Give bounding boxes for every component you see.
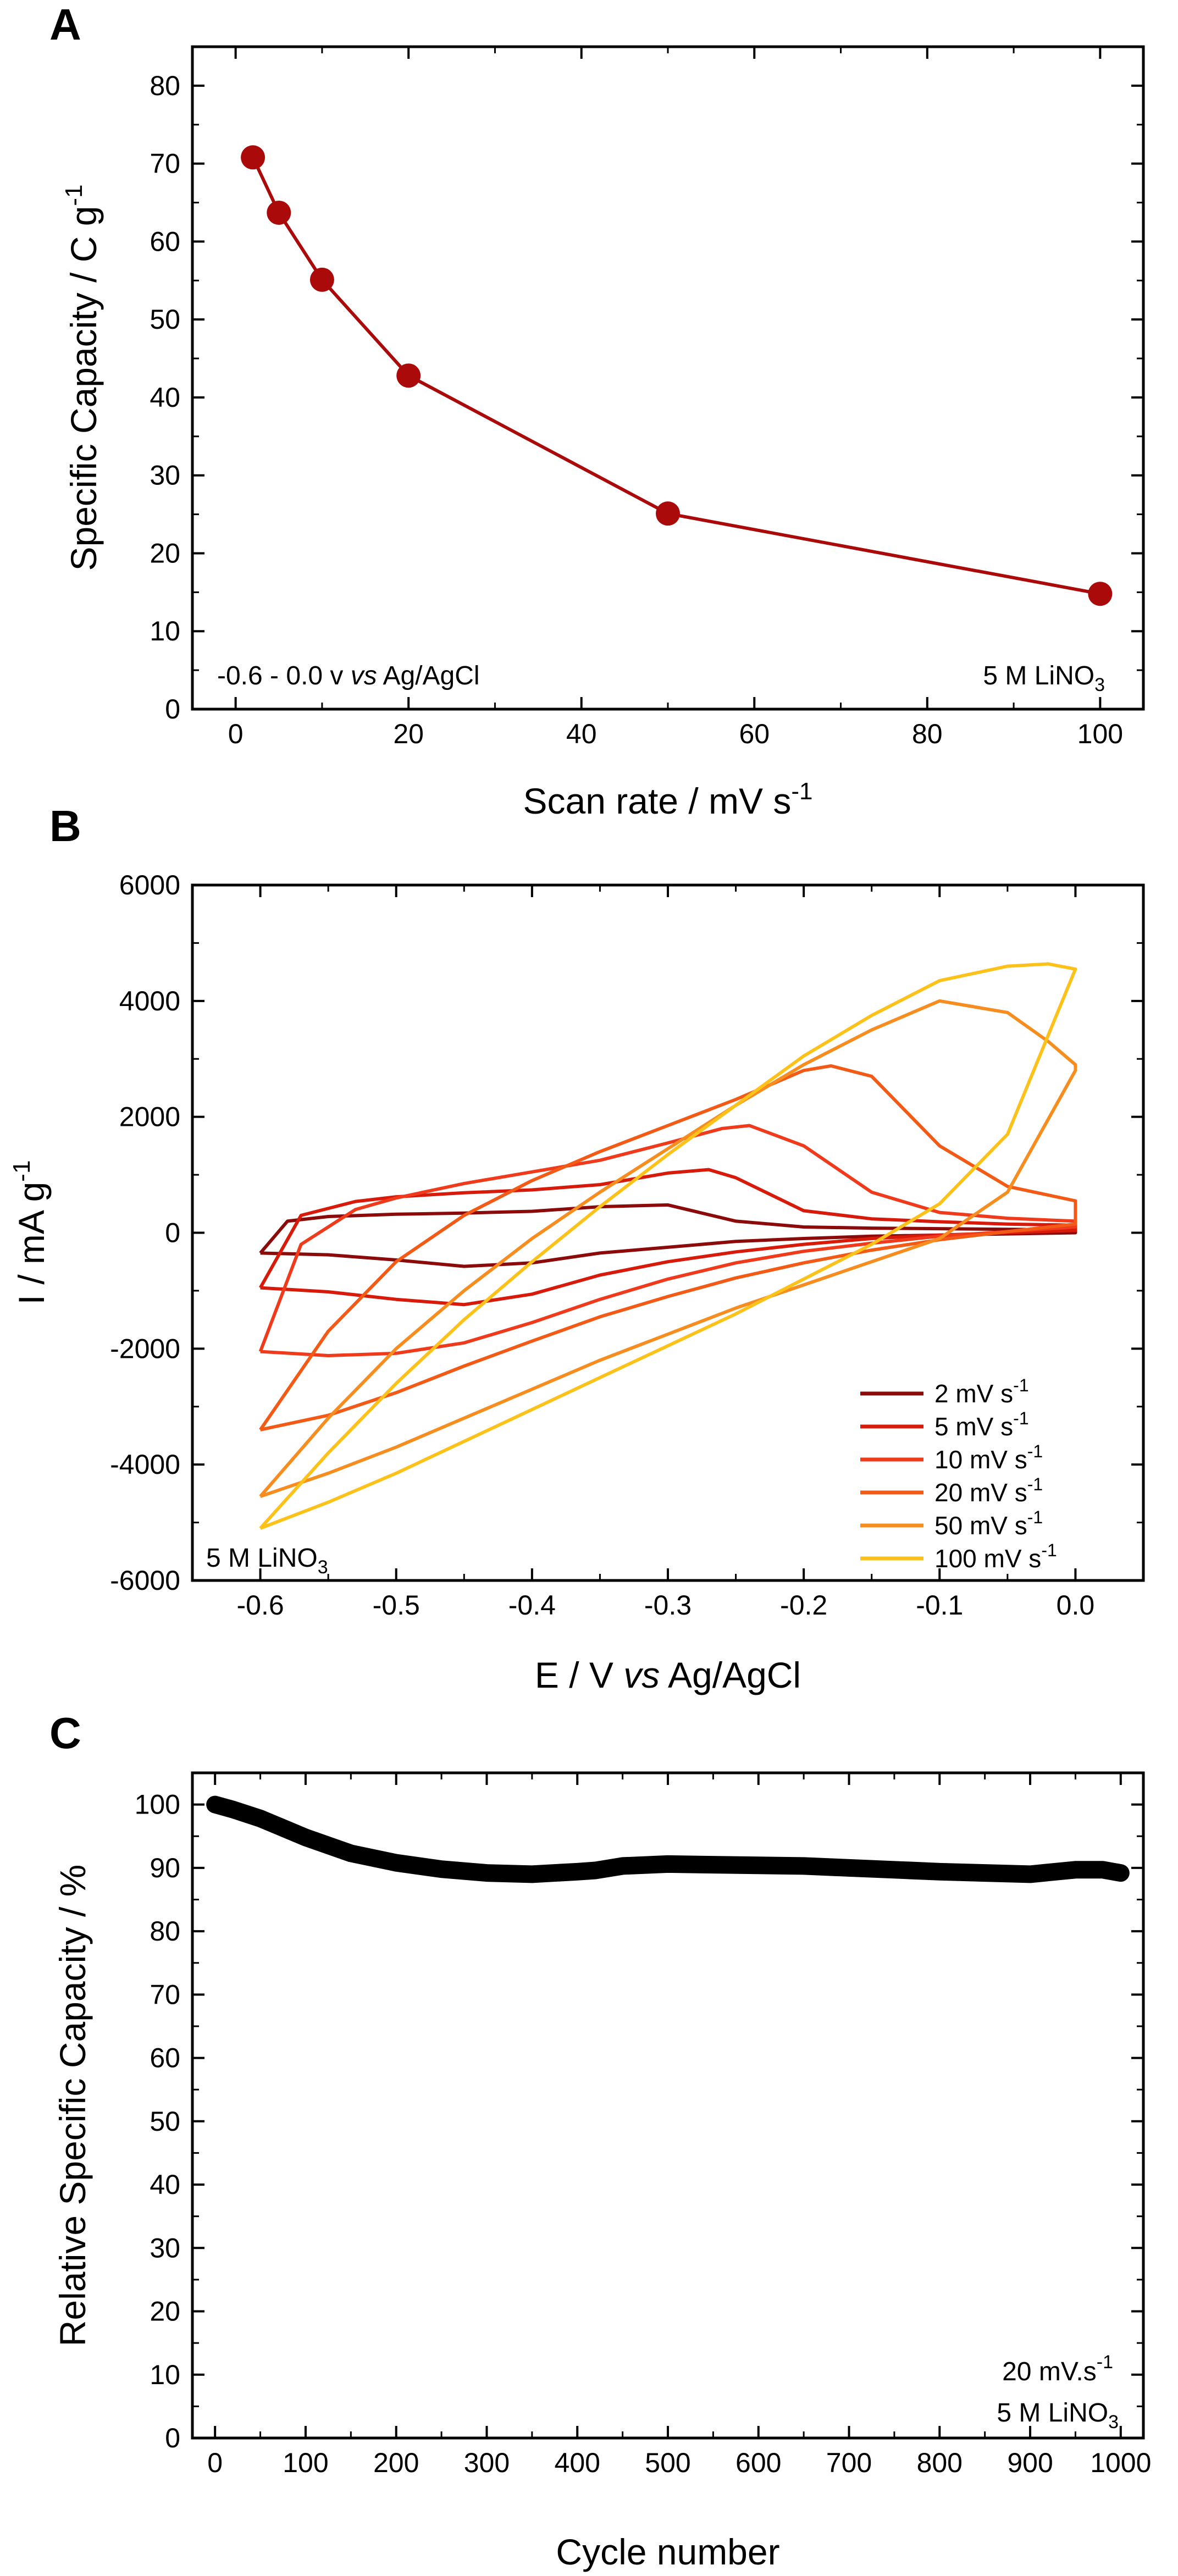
y-tick-label: 70 xyxy=(150,1979,180,2010)
x-tick-label: -0.6 xyxy=(236,1590,284,1621)
y-tick-label: 70 xyxy=(150,148,180,179)
y-tick-label: 2000 xyxy=(119,1102,180,1132)
x-tick-label: 100 xyxy=(283,2447,328,2478)
legend-label-3: 20 mV s-1 xyxy=(934,1474,1043,1507)
panel-c-scan-rate: 20 mV.s-1 xyxy=(1002,2352,1113,2386)
panel-a-data-point xyxy=(309,267,334,292)
legend-label-1: 5 mV s-1 xyxy=(934,1408,1029,1441)
panel-b-ticks: -0.6 -0.5 -0.4 -0.3 -0.2 -0.1 0.0 -6000 -4000 -20… xyxy=(110,870,1143,1621)
x-tick-label: 0 xyxy=(207,2447,223,2478)
x-tick-label: 200 xyxy=(373,2447,419,2478)
panel-b-legend: 2 mV s-15 mV s-110 mV s-120 mV s-150 mV … xyxy=(860,1375,1057,1573)
panel-a-electrolyte: 5 M LiNO3 xyxy=(983,661,1105,695)
y-tick-label: 20 xyxy=(150,2296,180,2327)
y-tick-label: 30 xyxy=(150,2232,180,2263)
x-tick-label: 300 xyxy=(464,2447,510,2478)
y-tick-label: 100 xyxy=(135,1789,180,1820)
x-tick-label: 20 xyxy=(393,718,424,749)
x-tick-label: -0.5 xyxy=(373,1590,420,1621)
x-tick-label: 900 xyxy=(1007,2447,1053,2478)
panel-a-y-axis-label: Specific Capacity / C g-1 xyxy=(60,184,104,571)
panel-a-data-point xyxy=(656,501,680,526)
panel-c-y-axis-label: Relative Specific Capacity / % xyxy=(52,1865,93,2347)
y-tick-label: 0 xyxy=(165,694,180,725)
panel-b: B -0.6 -0.5 -0.4 -0.3 -0.2 -0.1 0.0-6000-4000-… xyxy=(8,801,1145,1695)
panel-b-cv-curve-4 xyxy=(259,999,1077,1498)
panel-c-series xyxy=(206,1795,1130,1883)
y-tick-label: 20 xyxy=(150,538,180,568)
y-tick-label: 80 xyxy=(150,1916,180,1947)
legend-label-5: 100 mV s-1 xyxy=(934,1540,1057,1573)
x-tick-label: 700 xyxy=(826,2447,872,2478)
x-tick-label: 100 xyxy=(1077,718,1123,749)
x-tick-label: 400 xyxy=(555,2447,600,2478)
panel-a-plot-frame xyxy=(191,45,1145,711)
y-tick-label: 50 xyxy=(150,2106,180,2137)
y-tick-label: 80 xyxy=(150,70,180,101)
y-tick-label: 10 xyxy=(150,2359,180,2390)
panel-b-x-axis-label: E / V vs Ag/AgCl xyxy=(535,1655,801,1695)
y-tick-label: 40 xyxy=(150,382,180,413)
panel-c-ticks: 0 100 200 300 400 500 600 700 800 900 1000 0 10 20 30 4… xyxy=(135,1773,1151,2478)
panel-c-electrolyte: 5 M LiNO3 xyxy=(997,2398,1119,2433)
panel-b-cv-curve-1 xyxy=(258,1168,1077,1307)
panel-a-potential-window: -0.6 - 0.0 v vs Ag/AgCl xyxy=(217,661,480,690)
x-tick-label: 800 xyxy=(917,2447,963,2478)
panel-a-letter: A xyxy=(49,0,81,49)
panel-b-series xyxy=(258,962,1077,1530)
y-tick-label: 60 xyxy=(150,2043,180,2074)
y-tick-label: 10 xyxy=(150,616,180,646)
legend-label-4: 50 mV s-1 xyxy=(934,1507,1043,1540)
panel-a-series-line xyxy=(251,157,1100,596)
panel-a-data-point xyxy=(267,200,291,225)
panel-a-series xyxy=(241,145,1113,606)
x-tick-label: 40 xyxy=(566,718,597,749)
y-tick-label: -2000 xyxy=(110,1333,180,1364)
panel-b-cv-curve-2 xyxy=(258,1124,1077,1357)
panel-c-capacity-retention-line xyxy=(206,1795,1130,1883)
x-tick-label: -0.3 xyxy=(644,1590,692,1621)
x-tick-label: -0.2 xyxy=(780,1590,827,1621)
panel-b-y-axis-label: I / mA g-1 xyxy=(8,1160,52,1305)
panel-a: A 0 20 40 60 80 100 0 10 20 30 40 50 60 70 80 -0.6 - 0… xyxy=(49,0,1145,821)
panel-c-x-axis-label: Cycle number xyxy=(556,2531,779,2572)
panel-a-data-point xyxy=(241,145,266,170)
legend-label-0: 2 mV s-1 xyxy=(934,1375,1029,1408)
legend-label-2: 10 mV s-1 xyxy=(934,1441,1043,1474)
panel-a-data-point xyxy=(1088,582,1113,606)
y-tick-label: 40 xyxy=(150,2169,180,2200)
x-tick-label: 600 xyxy=(735,2447,781,2478)
panel-a-x-axis-label: Scan rate / mV s-1 xyxy=(523,778,813,821)
panel-a-ticks: 0 20 40 60 80 100 0 10 20 30 40 50 60 70 80 xyxy=(150,47,1143,749)
x-tick-label: -0.4 xyxy=(508,1590,556,1621)
y-tick-label: -4000 xyxy=(110,1449,180,1480)
x-tick-label: 1000 xyxy=(1090,2447,1151,2478)
y-tick-label: 0 xyxy=(165,1218,180,1248)
panel-b-letter: B xyxy=(49,801,81,850)
panel-b-electrolyte: 5 M LiNO3 xyxy=(206,1544,328,1578)
panel-c-letter: C xyxy=(49,1709,81,1757)
panel-b-cv-curve-3 xyxy=(259,1064,1077,1431)
y-tick-label: 90 xyxy=(150,1853,180,1883)
y-tick-label: 60 xyxy=(150,226,180,257)
panel-a-data-point xyxy=(396,363,421,388)
x-tick-label: -0.1 xyxy=(916,1590,963,1621)
y-tick-label: 0 xyxy=(165,2423,180,2453)
x-tick-label: 60 xyxy=(739,718,770,749)
x-tick-label: 80 xyxy=(912,718,943,749)
x-tick-label: 500 xyxy=(645,2447,690,2478)
y-tick-label: 6000 xyxy=(119,870,180,900)
panel-b-cv-curve-5 xyxy=(259,962,1077,1530)
y-tick-label: 50 xyxy=(150,304,180,335)
x-tick-label: 0 xyxy=(228,718,244,749)
y-tick-label: 4000 xyxy=(119,986,180,1016)
y-tick-label: 30 xyxy=(150,460,180,491)
y-tick-label: -6000 xyxy=(110,1565,180,1596)
x-tick-label: 0.0 xyxy=(1057,1590,1095,1621)
panel-c: C 0 100 200 300 400 500 600 700 800 900 1000 0 10 20 3… xyxy=(49,1709,1151,2572)
